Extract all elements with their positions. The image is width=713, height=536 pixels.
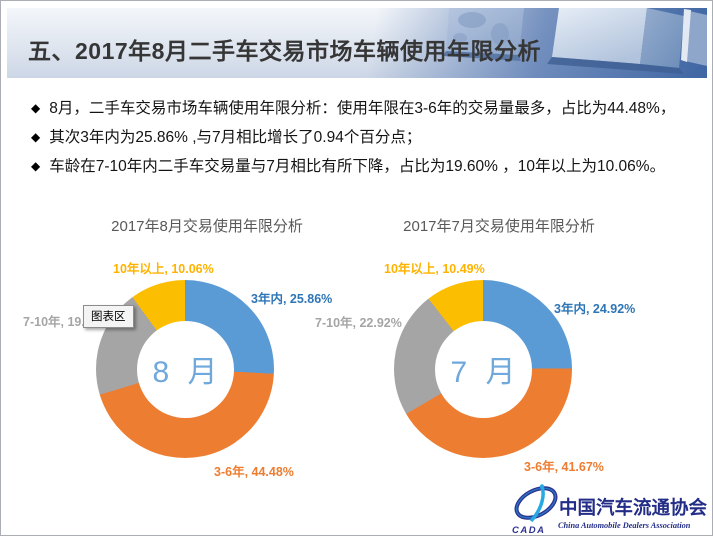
donut-hole: 7 月 bbox=[434, 320, 532, 418]
chart-title-july: 2017年7月交易使用年限分析 bbox=[403, 218, 595, 235]
donut-chart-august[interactable]: 8 月 bbox=[96, 280, 274, 458]
donut-center-label-july: 7 月 bbox=[450, 356, 521, 389]
slice-label-aug-over10: 10年以上, 10.06% bbox=[113, 262, 214, 276]
slide-header: 五、2017年8月二手车交易市场车辆使用年限分析 bbox=[7, 8, 707, 78]
slice-label-jul-under3: 3年内, 24.92% bbox=[554, 302, 636, 316]
logo-chinese-name: 中国汽车流通协会 bbox=[559, 497, 708, 519]
bullet-1-text: 8月，二手车交易市场车辆使用年限分析：使用年限在3-6年的交易量最多，占比为44… bbox=[49, 100, 676, 117]
bullet-3: ◆ 车龄在7-10年内二手车交易量与7月相比有所下降，占比为19.60% ，10… bbox=[31, 152, 701, 181]
bullet-3-text: 车龄在7-10年内二手车交易量与7月相比有所下降，占比为19.60% ，10年以… bbox=[49, 158, 666, 175]
diamond-bullet-icon: ◆ bbox=[31, 159, 41, 173]
summary-bullets: ◆ 8月，二手车交易市场车辆使用年限分析：使用年限在3-6年的交易量最多，占比为… bbox=[31, 94, 701, 181]
logo-acronym: CADA bbox=[512, 525, 545, 535]
page-title: 五、2017年8月二手车交易市场车辆使用年限分析 bbox=[28, 38, 541, 64]
logo-ribbon-icon bbox=[529, 486, 545, 523]
bullet-2: ◆ 其次3年内为25.86% ,与7月相比增长了0.94个百分点； bbox=[31, 123, 701, 152]
diamond-bullet-icon: ◆ bbox=[31, 101, 41, 115]
slice-label-jul-3to6: 3-6年, 41.67% bbox=[524, 460, 604, 474]
slice-label-aug-3to6: 3-6年, 44.48% bbox=[214, 465, 294, 479]
slice-label-aug-under3: 3年内, 25.86% bbox=[251, 292, 333, 306]
header-cubes-decoration bbox=[443, 8, 707, 74]
chart-area-tooltip: 图表区 bbox=[83, 305, 134, 328]
logo-english-name: China Automobile Dealers Association bbox=[558, 521, 691, 530]
cada-logo: CADA 中国汽车流通协会 China Automobile Dealers A… bbox=[512, 484, 708, 535]
cada-ellipse-icon bbox=[514, 486, 558, 520]
donut-center-label-august: 8 月 bbox=[152, 356, 223, 389]
donut-chart-july[interactable]: 7 月 bbox=[394, 280, 572, 458]
donut-hole: 8 月 bbox=[136, 320, 234, 418]
logo-dot-icon bbox=[539, 484, 545, 489]
bullet-1: ◆ 8月，二手车交易市场车辆使用年限分析：使用年限在3-6年的交易量最多，占比为… bbox=[31, 94, 701, 123]
slice-label-jul-7to10: 7-10年, 22.92% bbox=[315, 316, 402, 330]
bullet-2-text: 其次3年内为25.86% ,与7月相比增长了0.94个百分点； bbox=[49, 129, 422, 146]
chart-title-august: 2017年8月交易使用年限分析 bbox=[111, 218, 303, 235]
slice-label-jul-over10: 10年以上, 10.49% bbox=[384, 262, 485, 276]
diamond-bullet-icon: ◆ bbox=[31, 130, 41, 144]
